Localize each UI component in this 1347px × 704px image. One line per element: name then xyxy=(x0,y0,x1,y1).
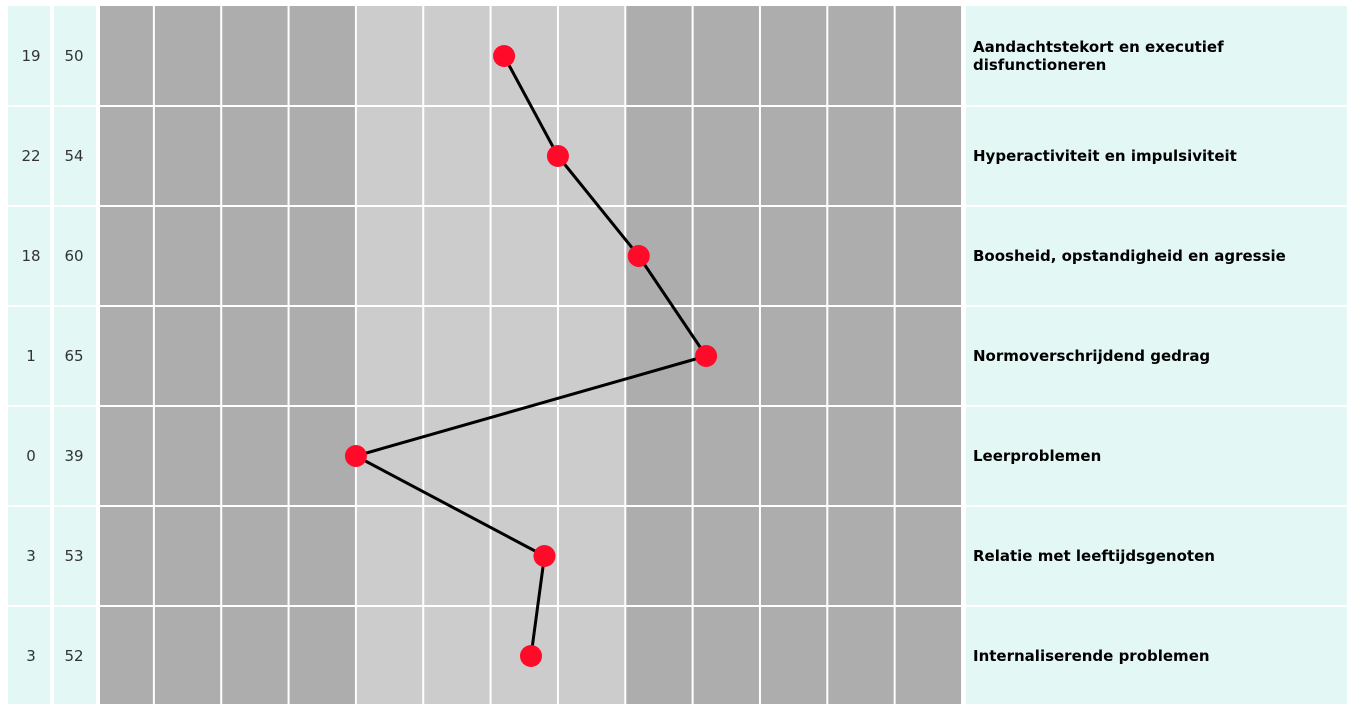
data-point xyxy=(493,45,516,67)
grid-lines xyxy=(152,6,963,704)
raw-score-label: 19 xyxy=(21,47,40,65)
data-point xyxy=(533,545,556,567)
category-label-line: Leerproblemen xyxy=(973,447,1101,465)
data-point xyxy=(344,445,367,467)
raw-score-label: 22 xyxy=(21,147,40,165)
category-label: Relatie met leeftijdsgenoten xyxy=(973,547,1215,565)
plot-background xyxy=(100,6,962,704)
category-label: Internaliserende problemen xyxy=(973,647,1210,665)
t-score-label: 52 xyxy=(64,647,83,665)
raw-score-label: 18 xyxy=(21,247,40,265)
data-point xyxy=(520,645,542,667)
t-score-label: 39 xyxy=(64,447,83,465)
t-score-label: 50 xyxy=(64,47,83,65)
data-point xyxy=(546,145,569,167)
category-label: Boosheid, opstandigheid en agressie xyxy=(973,247,1286,265)
raw-score-label: 0 xyxy=(26,447,36,465)
left-score-panel xyxy=(8,6,96,704)
data-point xyxy=(695,345,718,367)
t-score-labels: 50 54 60 65 39 53 52 xyxy=(64,47,83,665)
t-score-label: 60 xyxy=(64,247,83,265)
raw-score-column xyxy=(8,6,50,704)
category-label-line: Internaliserende problemen xyxy=(973,647,1210,665)
category-label-line: Hyperactiviteit en impulsiviteit xyxy=(973,147,1237,165)
category-labels: Aandachtstekort en executief disfunctione… xyxy=(973,38,1286,665)
category-panel xyxy=(966,6,1347,704)
category-label: Hyperactiviteit en impulsiviteit xyxy=(973,147,1237,165)
category-label-line: Relatie met leeftijdsgenoten xyxy=(973,547,1215,565)
raw-score-label: 3 xyxy=(26,647,36,665)
t-score-column xyxy=(54,6,96,704)
raw-score-label: 3 xyxy=(26,547,36,565)
category-label: Normoverschrijdend gedrag xyxy=(973,347,1210,365)
category-label: Aandachtstekort en executief disfunctione… xyxy=(973,38,1224,74)
category-label-line: Aandachtstekort en executief xyxy=(973,38,1224,56)
raw-score-label: 1 xyxy=(26,347,36,365)
series-markers xyxy=(344,45,718,667)
t-score-label: 65 xyxy=(64,347,83,365)
t-score-label: 54 xyxy=(64,147,83,165)
category-label-line: disfunctioneren xyxy=(973,56,1106,74)
category-label: Leerproblemen xyxy=(973,447,1101,465)
t-score-label: 53 xyxy=(64,547,83,565)
data-point xyxy=(627,245,650,267)
category-label-line: Boosheid, opstandigheid en agressie xyxy=(973,247,1286,265)
raw-score-labels: 19 22 18 1 0 3 3 xyxy=(21,47,40,665)
category-label-line: Normoverschrijdend gedrag xyxy=(973,347,1210,365)
